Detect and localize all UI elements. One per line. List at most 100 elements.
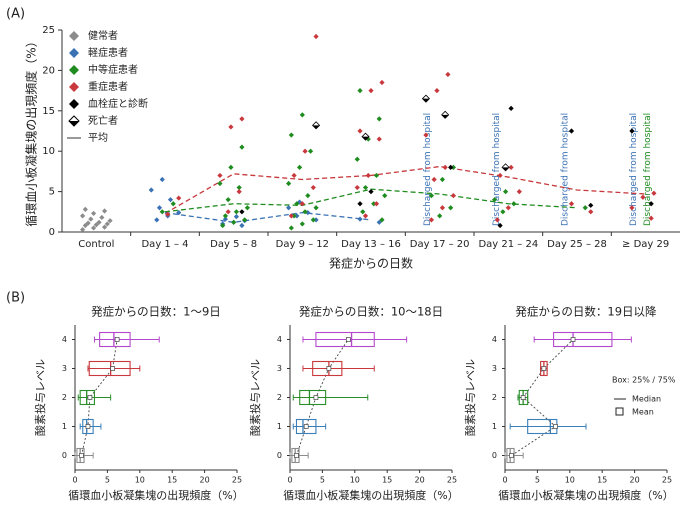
y-tick-label: 15 [42, 106, 55, 117]
x-tick-label: Day 25 – 28 [547, 239, 607, 250]
point [291, 213, 297, 219]
mean [87, 395, 93, 400]
y-tick-label: 3 [492, 364, 497, 373]
point [588, 202, 594, 208]
point [176, 210, 182, 216]
point [231, 219, 237, 225]
point [376, 136, 382, 142]
legend-marker [69, 48, 79, 58]
x-tick-label: Control [78, 239, 114, 250]
box [553, 331, 613, 348]
x-tick-label: 0 [502, 476, 507, 485]
point [239, 209, 245, 215]
point [640, 194, 646, 200]
x-tick-label: ≥ Day 29 [622, 239, 669, 250]
point [104, 221, 110, 227]
y-tick-label: 4 [492, 335, 497, 344]
x-tick-label: Day 17 – 20 [410, 239, 470, 250]
x-tick-label: 0 [72, 476, 77, 485]
point [217, 172, 223, 179]
box [99, 331, 131, 348]
point [450, 164, 456, 170]
point [96, 219, 102, 225]
y-tick-label: 25 [42, 25, 55, 36]
y-tick-label: 10 [42, 146, 55, 157]
box [82, 418, 94, 435]
point [511, 201, 517, 207]
point [156, 205, 163, 211]
y-tick-label: 1 [277, 422, 282, 431]
point [80, 213, 86, 219]
point [85, 220, 91, 226]
point [286, 180, 292, 187]
y-tick-label: 2 [492, 393, 497, 402]
point [299, 201, 305, 207]
y-tick-label: 4 [277, 335, 282, 344]
point [442, 164, 448, 170]
x-tick-label: Day 13 – 16 [341, 239, 401, 250]
legend-marker [69, 82, 79, 92]
point [176, 195, 182, 201]
point [428, 193, 435, 199]
x-axis-title: 循環血小板凝集塊の出現頻度（%） [498, 488, 673, 502]
point [159, 176, 165, 183]
point [239, 222, 245, 229]
point [167, 197, 174, 203]
point [516, 189, 522, 195]
point [497, 172, 503, 179]
legend-label: 健常者 [88, 29, 118, 42]
x-tick-label: 25 [662, 476, 672, 485]
y-tick-label: 1 [62, 422, 67, 431]
legend-marker [69, 65, 79, 75]
point [357, 128, 363, 134]
point [629, 205, 635, 211]
point [448, 164, 454, 170]
point [233, 209, 240, 215]
point [165, 211, 171, 217]
x-tick-label: 10 [350, 476, 360, 485]
point [233, 214, 240, 220]
point [310, 217, 316, 223]
point [313, 33, 319, 40]
y-tick-label: 4 [62, 335, 67, 344]
point [648, 215, 654, 221]
x-tick-label: 0 [287, 476, 292, 485]
y-tick-label: 3 [62, 364, 67, 373]
mean-line [164, 211, 372, 223]
mean [79, 453, 84, 458]
point [373, 172, 380, 179]
point [302, 148, 308, 154]
x-tick-label: 5 [105, 476, 110, 485]
mean [509, 453, 514, 458]
point [362, 184, 369, 191]
point [101, 208, 108, 214]
point [236, 184, 242, 191]
annotation: Discharged from hospital [561, 113, 571, 226]
point [379, 217, 385, 223]
point [242, 217, 248, 223]
point [357, 216, 363, 222]
death-marker [361, 132, 370, 141]
point [291, 172, 297, 179]
y-tick-label: 0 [277, 451, 282, 460]
y-tick-label: 0 [49, 227, 55, 238]
x-tick-label: 5 [535, 476, 540, 485]
mean [313, 395, 319, 400]
point [629, 128, 635, 134]
point [373, 201, 380, 207]
point [220, 222, 226, 229]
point [365, 172, 371, 179]
point [439, 176, 446, 183]
legend-label: 軽症患者 [88, 46, 128, 59]
x-tick-label: 10 [135, 476, 145, 485]
x-tick-label: 20 [630, 476, 640, 485]
point [500, 209, 506, 215]
point [357, 88, 363, 94]
point [382, 193, 388, 199]
point [288, 132, 294, 138]
legend-label: 平均 [88, 132, 108, 144]
y-tick-label: 0 [492, 451, 497, 460]
x-tick-label: 25 [232, 476, 242, 485]
point [368, 88, 374, 94]
point [508, 105, 514, 111]
